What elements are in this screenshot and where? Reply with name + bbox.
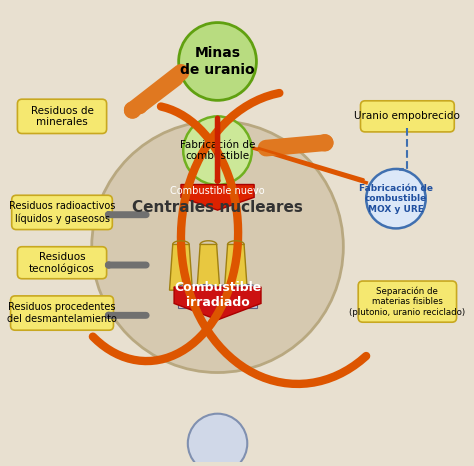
Text: Combustible
irradiado: Combustible irradiado <box>174 281 261 309</box>
Text: Uranio empobrecido: Uranio empobrecido <box>355 111 460 121</box>
Text: Fabricación de
combustible
MOX y URE: Fabricación de combustible MOX y URE <box>359 184 433 213</box>
FancyBboxPatch shape <box>358 281 456 322</box>
Bar <box>219 288 239 308</box>
Circle shape <box>183 116 252 185</box>
Text: Residuos de
minerales: Residuos de minerales <box>31 106 93 127</box>
Polygon shape <box>181 185 254 210</box>
Circle shape <box>92 121 343 372</box>
Text: Separación de
materias fisibles
(plutonio, uranio reciclado): Separación de materias fisibles (plutoni… <box>349 287 465 317</box>
Polygon shape <box>174 287 261 320</box>
Text: Combustible nuevo: Combustible nuevo <box>170 186 265 196</box>
Polygon shape <box>197 245 220 290</box>
Polygon shape <box>170 245 192 290</box>
Ellipse shape <box>178 284 198 291</box>
Circle shape <box>366 169 426 228</box>
Ellipse shape <box>237 284 257 291</box>
Circle shape <box>179 22 256 100</box>
Bar <box>237 288 257 308</box>
Polygon shape <box>224 245 247 290</box>
Text: Minas
de uranio: Minas de uranio <box>180 46 255 76</box>
FancyBboxPatch shape <box>18 99 107 133</box>
Text: Fabricación de
combustible: Fabricación de combustible <box>180 140 255 161</box>
Ellipse shape <box>219 284 239 291</box>
Circle shape <box>188 414 247 466</box>
Bar <box>196 288 216 308</box>
Text: Residuos radioactivos
líquidos y gaseosos: Residuos radioactivos líquidos y gaseoso… <box>9 201 115 224</box>
Text: Residuos
tecnológicos: Residuos tecnológicos <box>29 252 95 274</box>
Bar <box>178 288 198 308</box>
FancyBboxPatch shape <box>10 296 113 330</box>
FancyBboxPatch shape <box>361 101 454 132</box>
FancyBboxPatch shape <box>12 195 112 230</box>
Ellipse shape <box>196 284 216 291</box>
Text: Centrales nucleares: Centrales nucleares <box>132 200 303 215</box>
Text: Residuos procedentes
del desmantelamiento: Residuos procedentes del desmantelamient… <box>7 302 117 324</box>
FancyBboxPatch shape <box>18 247 107 279</box>
